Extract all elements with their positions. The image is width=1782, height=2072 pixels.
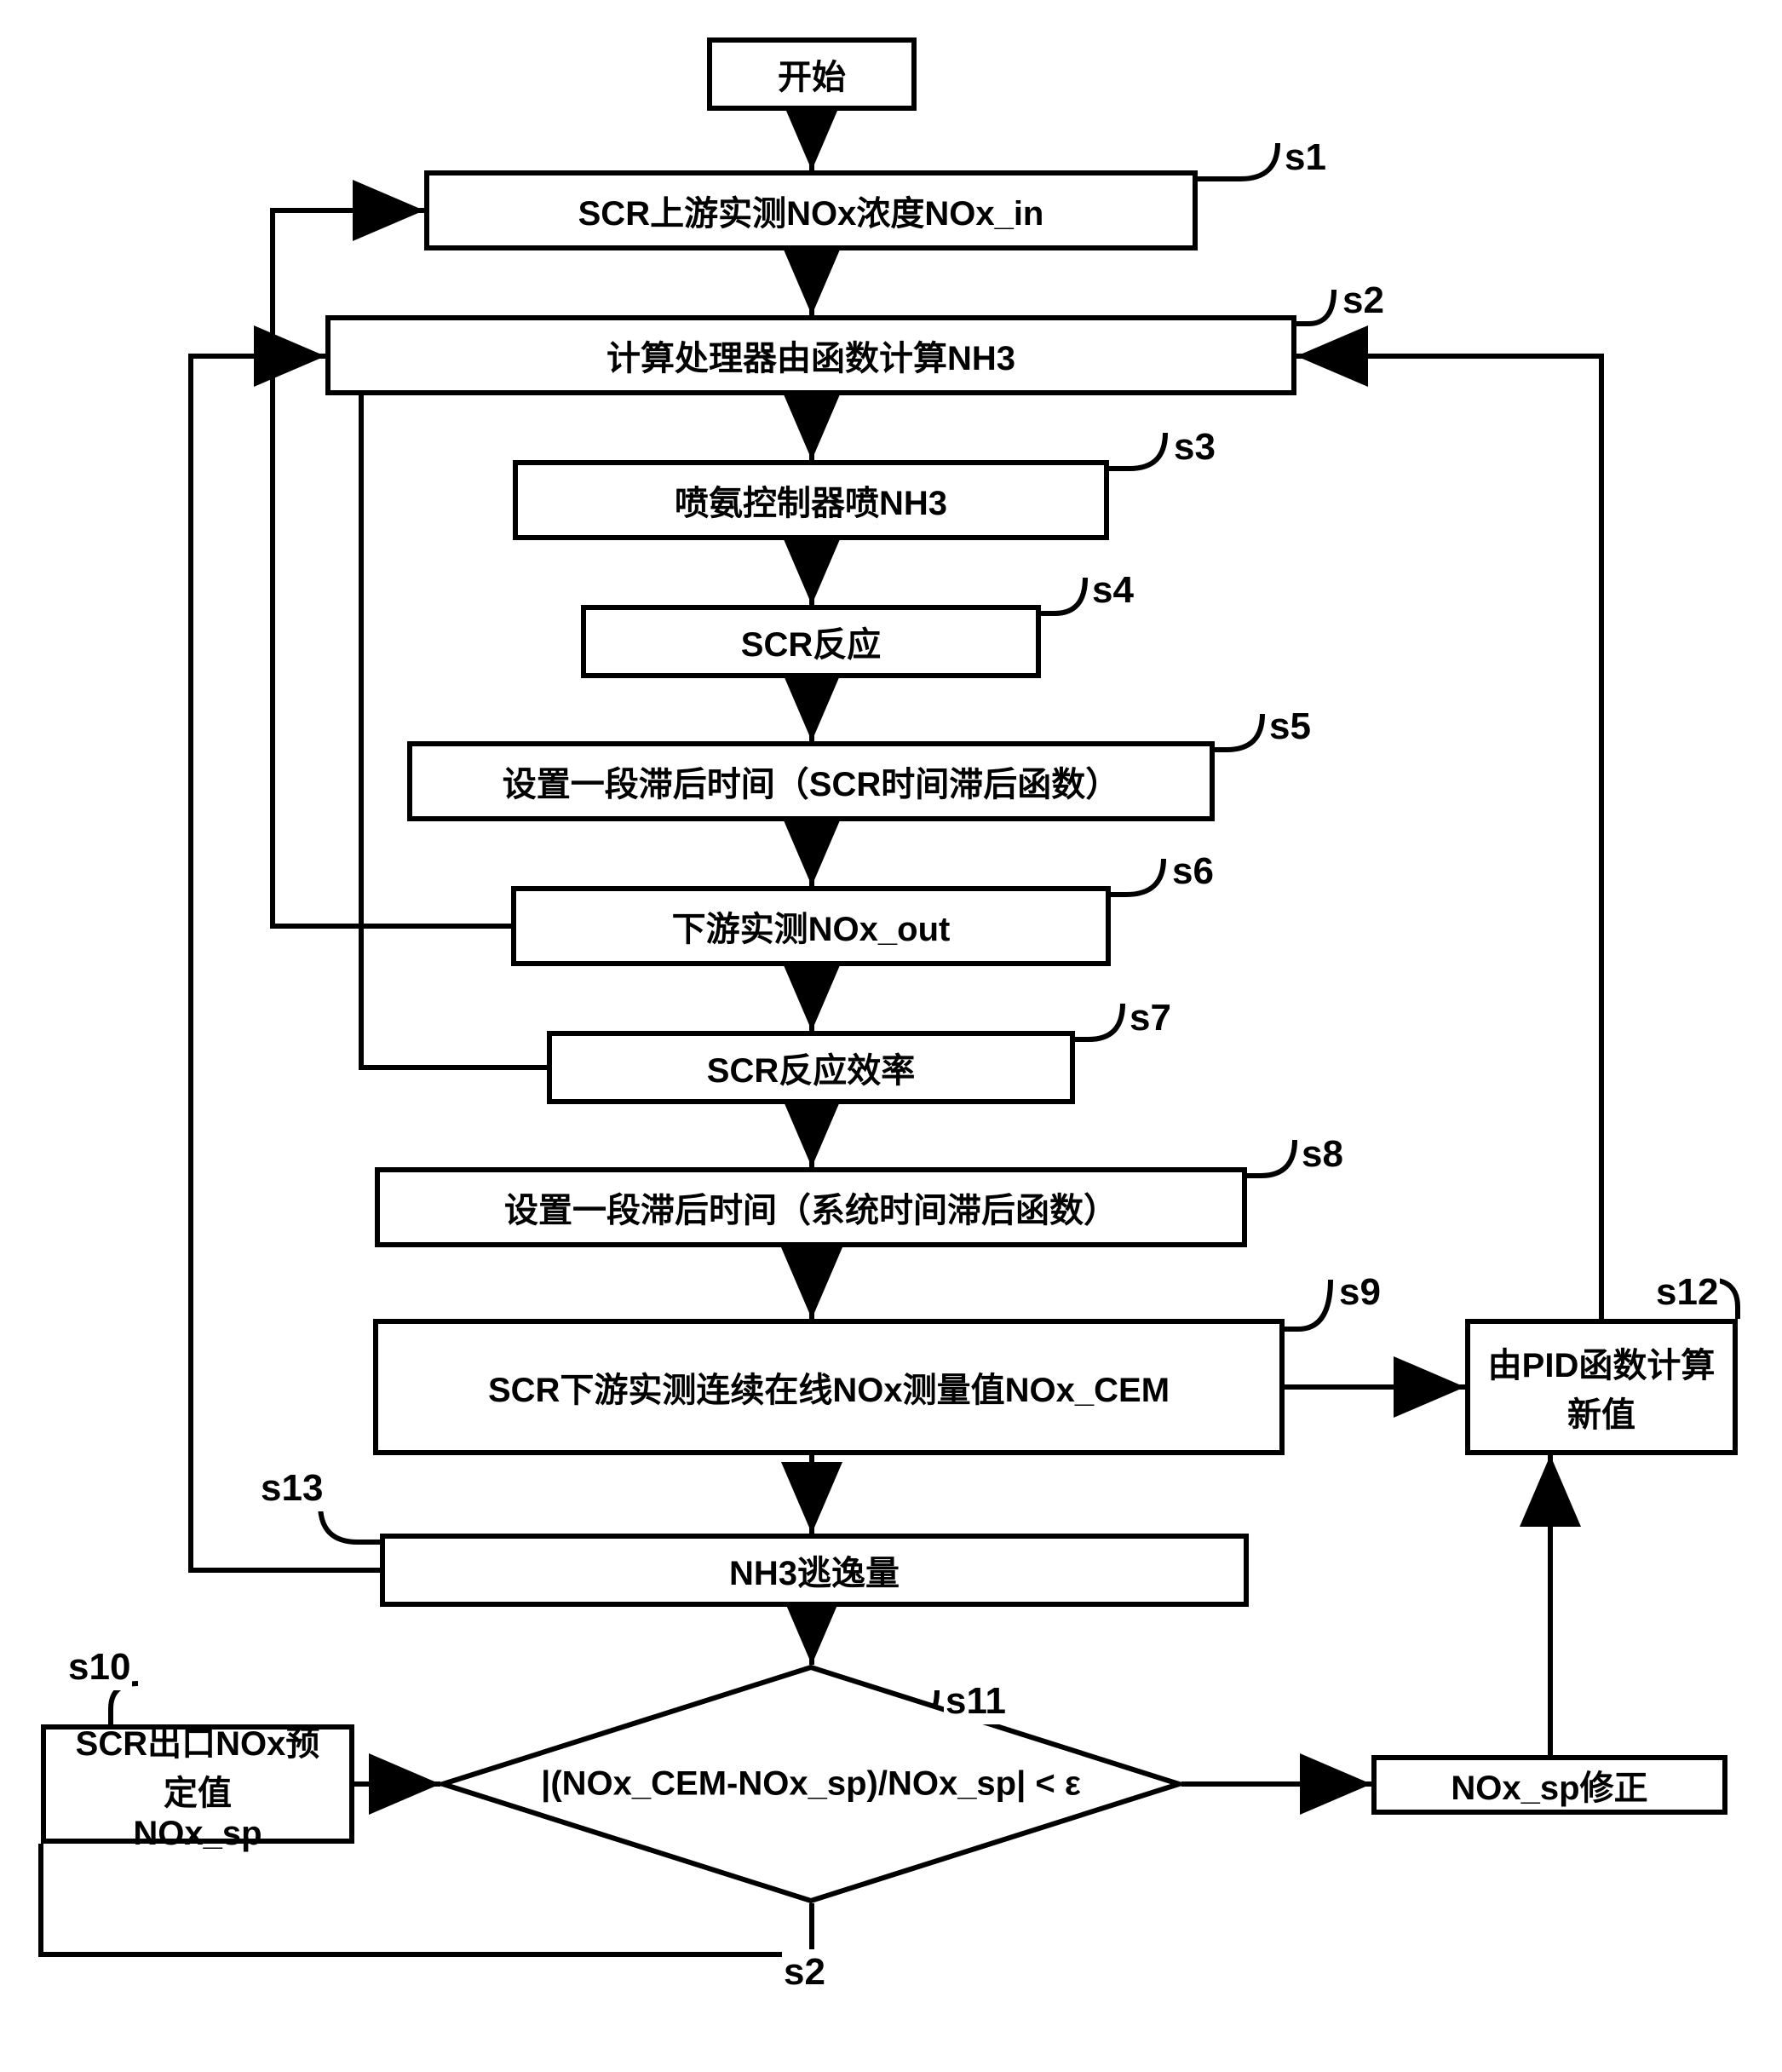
s5-text: 设置一段滞后时间（SCR时间滞后函数） <box>503 757 1119 806</box>
label-s5: s5 <box>1268 704 1313 750</box>
s13-text: NH3逃逸量 <box>729 1545 900 1595</box>
s10-text: SCR出口NOx预定值 NOx_sp <box>60 1716 336 1853</box>
s3-text: 喷氨控制器喷NH3 <box>675 475 947 525</box>
label-s11: s11 <box>944 1678 1008 1724</box>
label-s1: s1 <box>1283 135 1328 181</box>
s1-box: SCR上游实测NOx浓度NOx_in <box>424 170 1198 250</box>
s9-text: SCR下游实测连续在线NOx测量值NOx_CEM <box>488 1362 1170 1412</box>
s6-text: 下游实测NOx_out <box>672 901 951 951</box>
s4-box: SCR反应 <box>581 605 1041 678</box>
mod-box: NOx_sp修正 <box>1371 1755 1727 1815</box>
label-s13: s13 <box>259 1465 325 1511</box>
s7-box: SCR反应效率 <box>547 1031 1075 1104</box>
label-s10: s10 <box>66 1644 132 1690</box>
s12-text: 由PID函数计算 新值 <box>1488 1338 1716 1436</box>
s8-box: 设置一段滞后时间（系统时间滞后函数） <box>375 1167 1247 1247</box>
label-s2b: s2 <box>782 1949 827 1995</box>
s2-box: 计算处理器由函数计算NH3 <box>325 315 1296 395</box>
label-s12: s12 <box>1654 1269 1720 1315</box>
start-box: 开始 <box>707 37 917 111</box>
label-s3: s3 <box>1172 424 1217 470</box>
decision-text: |(NOx_CEM-NOx_sp)/NOx_sp| < ε <box>440 1765 1181 1804</box>
s12-box: 由PID函数计算 新值 <box>1465 1319 1738 1455</box>
s9-box: SCR下游实测连续在线NOx测量值NOx_CEM <box>373 1319 1285 1455</box>
label-s7: s7 <box>1128 995 1173 1041</box>
s13-box: NH3逃逸量 <box>380 1534 1249 1607</box>
s1-text: SCR上游实测NOx浓度NOx_in <box>578 186 1044 235</box>
label-s8: s8 <box>1300 1131 1345 1177</box>
label-s9: s9 <box>1337 1269 1382 1315</box>
label-s6: s6 <box>1170 849 1216 895</box>
s5-box: 设置一段滞后时间（SCR时间滞后函数） <box>407 741 1215 821</box>
s6-box: 下游实测NOx_out <box>511 886 1111 966</box>
s10-box: SCR出口NOx预定值 NOx_sp <box>41 1724 354 1844</box>
mod-text: NOx_sp修正 <box>1451 1760 1647 1810</box>
label-s2: s2 <box>1341 278 1386 324</box>
s3-box: 喷氨控制器喷NH3 <box>513 460 1109 540</box>
label-s4: s4 <box>1090 567 1135 613</box>
s2-text: 计算处理器由函数计算NH3 <box>606 331 1015 380</box>
decision-diamond: |(NOx_CEM-NOx_sp)/NOx_sp| < ε <box>440 1665 1181 1903</box>
s8-text: 设置一段滞后时间（系统时间滞后函数） <box>504 1183 1118 1232</box>
s7-text: SCR反应效率 <box>707 1043 915 1092</box>
s4-text: SCR反应 <box>741 617 881 666</box>
start-text: 开始 <box>778 49 846 99</box>
